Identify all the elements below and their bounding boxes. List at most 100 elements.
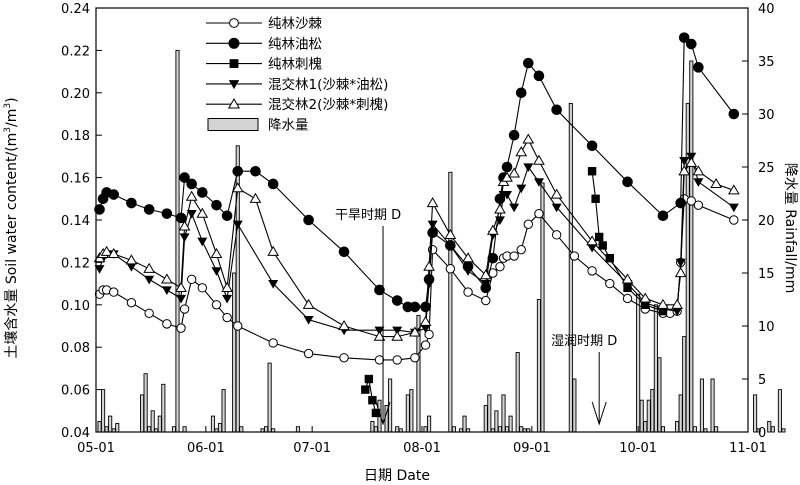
marker-circle-filled <box>197 187 208 198</box>
rainfall-bar <box>483 405 488 433</box>
rainfall-bar <box>515 352 520 433</box>
marker-circle-open <box>222 312 232 323</box>
marker-triangle-down <box>186 210 197 219</box>
marker-triangle-down <box>679 157 690 166</box>
marker-circle-open <box>729 215 739 225</box>
rainfall-bar <box>646 399 651 433</box>
marker-circle-open <box>481 295 491 306</box>
rainfall-bar <box>710 378 715 433</box>
rainfall-bar <box>97 420 102 433</box>
rainfall-bar <box>540 182 545 433</box>
marker-triangle-down <box>197 237 208 247</box>
rainfall-bar <box>409 389 414 433</box>
marker-triangle-down <box>144 275 155 285</box>
arrow-head <box>591 401 607 426</box>
annotation-wet: 湿润时期 D <box>551 334 617 349</box>
marker-square <box>371 408 381 418</box>
marker-circle-filled <box>657 210 669 222</box>
marker-circle-open <box>622 293 633 304</box>
rainfall-bar <box>678 394 683 433</box>
marker-triangle-down <box>509 203 520 213</box>
marker-square <box>594 232 604 242</box>
marker-circle-filled <box>232 165 244 177</box>
marker-triangle-up <box>221 281 233 292</box>
marker-triangle-down <box>303 316 314 325</box>
marker-triangle-up <box>621 273 634 284</box>
marker-circle-filled <box>675 197 686 209</box>
marker-circle-filled <box>303 214 314 226</box>
marker-circle-open <box>144 308 154 318</box>
marker-triangle-down <box>228 80 240 90</box>
marker-triangle-up <box>423 260 435 271</box>
marker-circle-open <box>233 321 243 331</box>
marker-circle-open <box>109 287 119 297</box>
marker-circle-open <box>374 355 385 365</box>
rainfall-bar <box>756 428 761 433</box>
y2-tick-label: 25 <box>758 161 775 176</box>
marker-triangle-up <box>462 252 474 263</box>
rainfall-bar <box>395 426 400 433</box>
annotations-layer: 干旱时期 D 湿润时期 D <box>335 208 617 426</box>
marker-circle-open <box>211 300 222 310</box>
marker-triangle-down <box>222 294 233 304</box>
marker-circle-open <box>605 278 615 289</box>
marker-triangle-down <box>232 220 243 230</box>
marker-triangle-down <box>94 265 105 274</box>
marker-circle-filled <box>338 246 350 258</box>
x-tick-label: 11-01 <box>729 441 767 456</box>
marker-circle-filled <box>693 62 704 73</box>
marker-circle-filled <box>523 57 534 69</box>
legend-label: 混交林1(沙棘*油松) <box>268 76 388 93</box>
marker-circle-filled <box>228 37 240 49</box>
marker-triangle-up <box>522 133 535 144</box>
legend-rain-swatch <box>207 118 259 131</box>
marker-circle-open <box>162 319 172 329</box>
y2-tick-label: 40 <box>758 2 775 17</box>
x-tick-label: 05-01 <box>77 441 115 456</box>
legend-label: 降水量 <box>268 118 309 134</box>
rainfall-bar <box>217 423 223 433</box>
marker-square <box>361 385 370 394</box>
rainfall-bar <box>150 410 155 433</box>
marker-triangle-down <box>693 178 704 187</box>
marker-circle-filled <box>161 208 173 219</box>
marker-triangle-down <box>268 280 279 289</box>
marker-circle-open <box>126 297 137 308</box>
rainfall-bar <box>157 415 162 433</box>
rainfall-bar <box>643 420 648 433</box>
marker-circle-filled <box>221 210 233 222</box>
y-tick-label: 0.10 <box>61 299 90 314</box>
rainfall-bar <box>753 394 758 433</box>
rainfall-bar <box>171 426 177 433</box>
rainfall-bar <box>572 378 577 433</box>
rainfall-bar <box>781 428 786 433</box>
y-tick-label: 0.08 <box>61 341 90 356</box>
marker-triangle-up <box>409 326 421 337</box>
marker-triangle-up <box>678 165 691 176</box>
marker-circle-filled <box>211 199 222 211</box>
legend-label: 混交林2(沙棘*刺槐) <box>268 96 388 113</box>
marker-triangle-up <box>426 197 439 208</box>
rainfall-bar <box>295 426 301 433</box>
marker-circle-filled <box>126 197 137 209</box>
marker-circle-open <box>339 353 349 363</box>
marker-circle-open <box>176 323 186 333</box>
marker-triangle-up <box>185 190 198 201</box>
marker-circle-open <box>229 18 239 28</box>
rainfall-bar <box>143 373 148 433</box>
marker-triangle-down <box>551 203 562 213</box>
y2-axis-label: 降水量 Rainfall/mm <box>782 163 798 294</box>
rainfall-bar <box>508 415 513 433</box>
marker-circle-open <box>268 338 278 348</box>
marker-circle-filled <box>94 204 105 215</box>
marker-triangle-down <box>211 267 222 276</box>
marker-circle-filled <box>186 178 197 190</box>
rainfall-bar <box>519 426 524 433</box>
rainfall-bar <box>147 426 152 433</box>
marker-triangle-up <box>302 298 315 309</box>
marker-circle-open <box>509 251 519 261</box>
marker-triangle-down <box>424 280 435 289</box>
marker-triangle-up <box>338 320 350 331</box>
